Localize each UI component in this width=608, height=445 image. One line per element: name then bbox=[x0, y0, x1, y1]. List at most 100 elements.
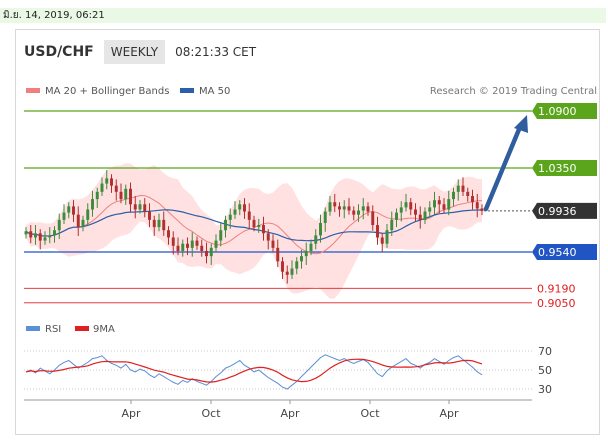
candle-body bbox=[186, 243, 189, 248]
candle-body bbox=[366, 206, 370, 212]
candle bbox=[433, 191, 436, 215]
candle bbox=[376, 216, 379, 245]
candle bbox=[319, 214, 322, 243]
level-value-text: 0.9540 bbox=[538, 246, 577, 259]
candle bbox=[328, 196, 332, 216]
candle bbox=[219, 221, 223, 247]
candle bbox=[452, 187, 455, 207]
level-label-0.9540: 0.9540 bbox=[532, 244, 597, 260]
x-axis: Apr Oct Apr Oct Apr bbox=[24, 399, 532, 420]
candle bbox=[238, 200, 242, 216]
candle bbox=[418, 206, 422, 229]
chart-legend: MA 20 + Bollinger Bands MA 50 Research © 2… bbox=[26, 86, 597, 97]
candle-body bbox=[167, 230, 170, 238]
arrow-head bbox=[514, 114, 528, 133]
candle bbox=[34, 225, 37, 245]
candle bbox=[276, 239, 280, 268]
candle bbox=[162, 211, 166, 236]
candle-body bbox=[447, 199, 451, 210]
candle-body bbox=[124, 188, 128, 200]
candle-body bbox=[162, 219, 166, 231]
candle-body bbox=[157, 219, 161, 228]
candle bbox=[214, 234, 218, 252]
candle bbox=[167, 226, 170, 245]
candle bbox=[257, 218, 261, 233]
candle bbox=[333, 193, 337, 213]
candle-body bbox=[271, 240, 275, 248]
candle-body bbox=[371, 211, 375, 226]
candle bbox=[480, 204, 484, 216]
candle bbox=[176, 237, 180, 256]
ma50-legend-label: MA 50 bbox=[199, 86, 230, 97]
timeframe-button[interactable]: WEEKLY bbox=[103, 40, 166, 64]
candle bbox=[95, 187, 99, 208]
candle-body bbox=[295, 261, 299, 269]
candle bbox=[67, 202, 71, 219]
date-stamp: มิ.ย. 14, 2019, 06:21 bbox=[0, 8, 606, 23]
level-tag bbox=[532, 160, 597, 176]
candle-body bbox=[276, 247, 280, 262]
candle-body bbox=[86, 209, 90, 220]
candle-body bbox=[380, 237, 384, 244]
candle-body bbox=[138, 204, 142, 210]
candle-body bbox=[323, 211, 327, 223]
x-tick-label: Apr bbox=[121, 407, 141, 420]
rsi-ma-line bbox=[25, 358, 483, 383]
candle-body bbox=[209, 247, 213, 257]
level-value-text: 1.0350 bbox=[538, 162, 577, 175]
ma50-swatch bbox=[180, 88, 194, 93]
candle bbox=[385, 224, 389, 248]
candle-body bbox=[418, 214, 422, 220]
candle bbox=[72, 200, 75, 222]
candle-body bbox=[148, 211, 151, 220]
candle bbox=[38, 229, 42, 250]
candle-body bbox=[133, 204, 137, 210]
candle bbox=[247, 203, 251, 229]
level-value-text: 0.9936 bbox=[538, 205, 577, 218]
candle bbox=[43, 231, 47, 245]
candle-body bbox=[423, 211, 427, 220]
candle bbox=[428, 201, 432, 218]
candle-body bbox=[347, 206, 351, 211]
candle-body bbox=[480, 208, 484, 211]
candle-body bbox=[224, 219, 227, 231]
candle bbox=[266, 229, 270, 250]
candle-body bbox=[48, 235, 52, 238]
candle bbox=[309, 239, 313, 256]
ma20-legend-label: MA 20 + Bollinger Bands bbox=[45, 86, 169, 97]
candle-body bbox=[243, 204, 246, 212]
candle bbox=[423, 207, 427, 224]
level-tag bbox=[532, 202, 597, 219]
candle-body bbox=[285, 271, 289, 275]
currency-pair: USD/CHF bbox=[24, 44, 94, 60]
candle-body bbox=[114, 185, 118, 192]
candle-body bbox=[342, 206, 346, 210]
candle-body bbox=[333, 202, 337, 207]
x-tick-label: Apr bbox=[439, 407, 459, 420]
candle-body bbox=[471, 196, 474, 203]
candle bbox=[76, 206, 80, 236]
candle-body bbox=[475, 202, 479, 209]
candle bbox=[404, 193, 408, 212]
candle bbox=[224, 215, 227, 238]
candle-body bbox=[238, 204, 242, 210]
candle-body bbox=[266, 233, 270, 241]
candle-body bbox=[67, 206, 71, 213]
candle-body bbox=[338, 206, 341, 210]
candle-body bbox=[309, 243, 313, 251]
candle bbox=[295, 257, 299, 275]
candle bbox=[171, 231, 175, 255]
candle-body bbox=[228, 214, 232, 220]
candle bbox=[57, 213, 61, 240]
candle-body bbox=[290, 268, 294, 275]
candle-body bbox=[72, 206, 75, 215]
level-value-text: 1.0900 bbox=[538, 105, 577, 118]
candle bbox=[133, 196, 137, 219]
candle-body bbox=[100, 183, 104, 192]
candle-body bbox=[385, 230, 389, 244]
candle bbox=[252, 215, 256, 232]
candle bbox=[409, 198, 413, 216]
candle bbox=[152, 215, 156, 236]
level-tag bbox=[532, 102, 597, 119]
candle bbox=[124, 184, 128, 205]
